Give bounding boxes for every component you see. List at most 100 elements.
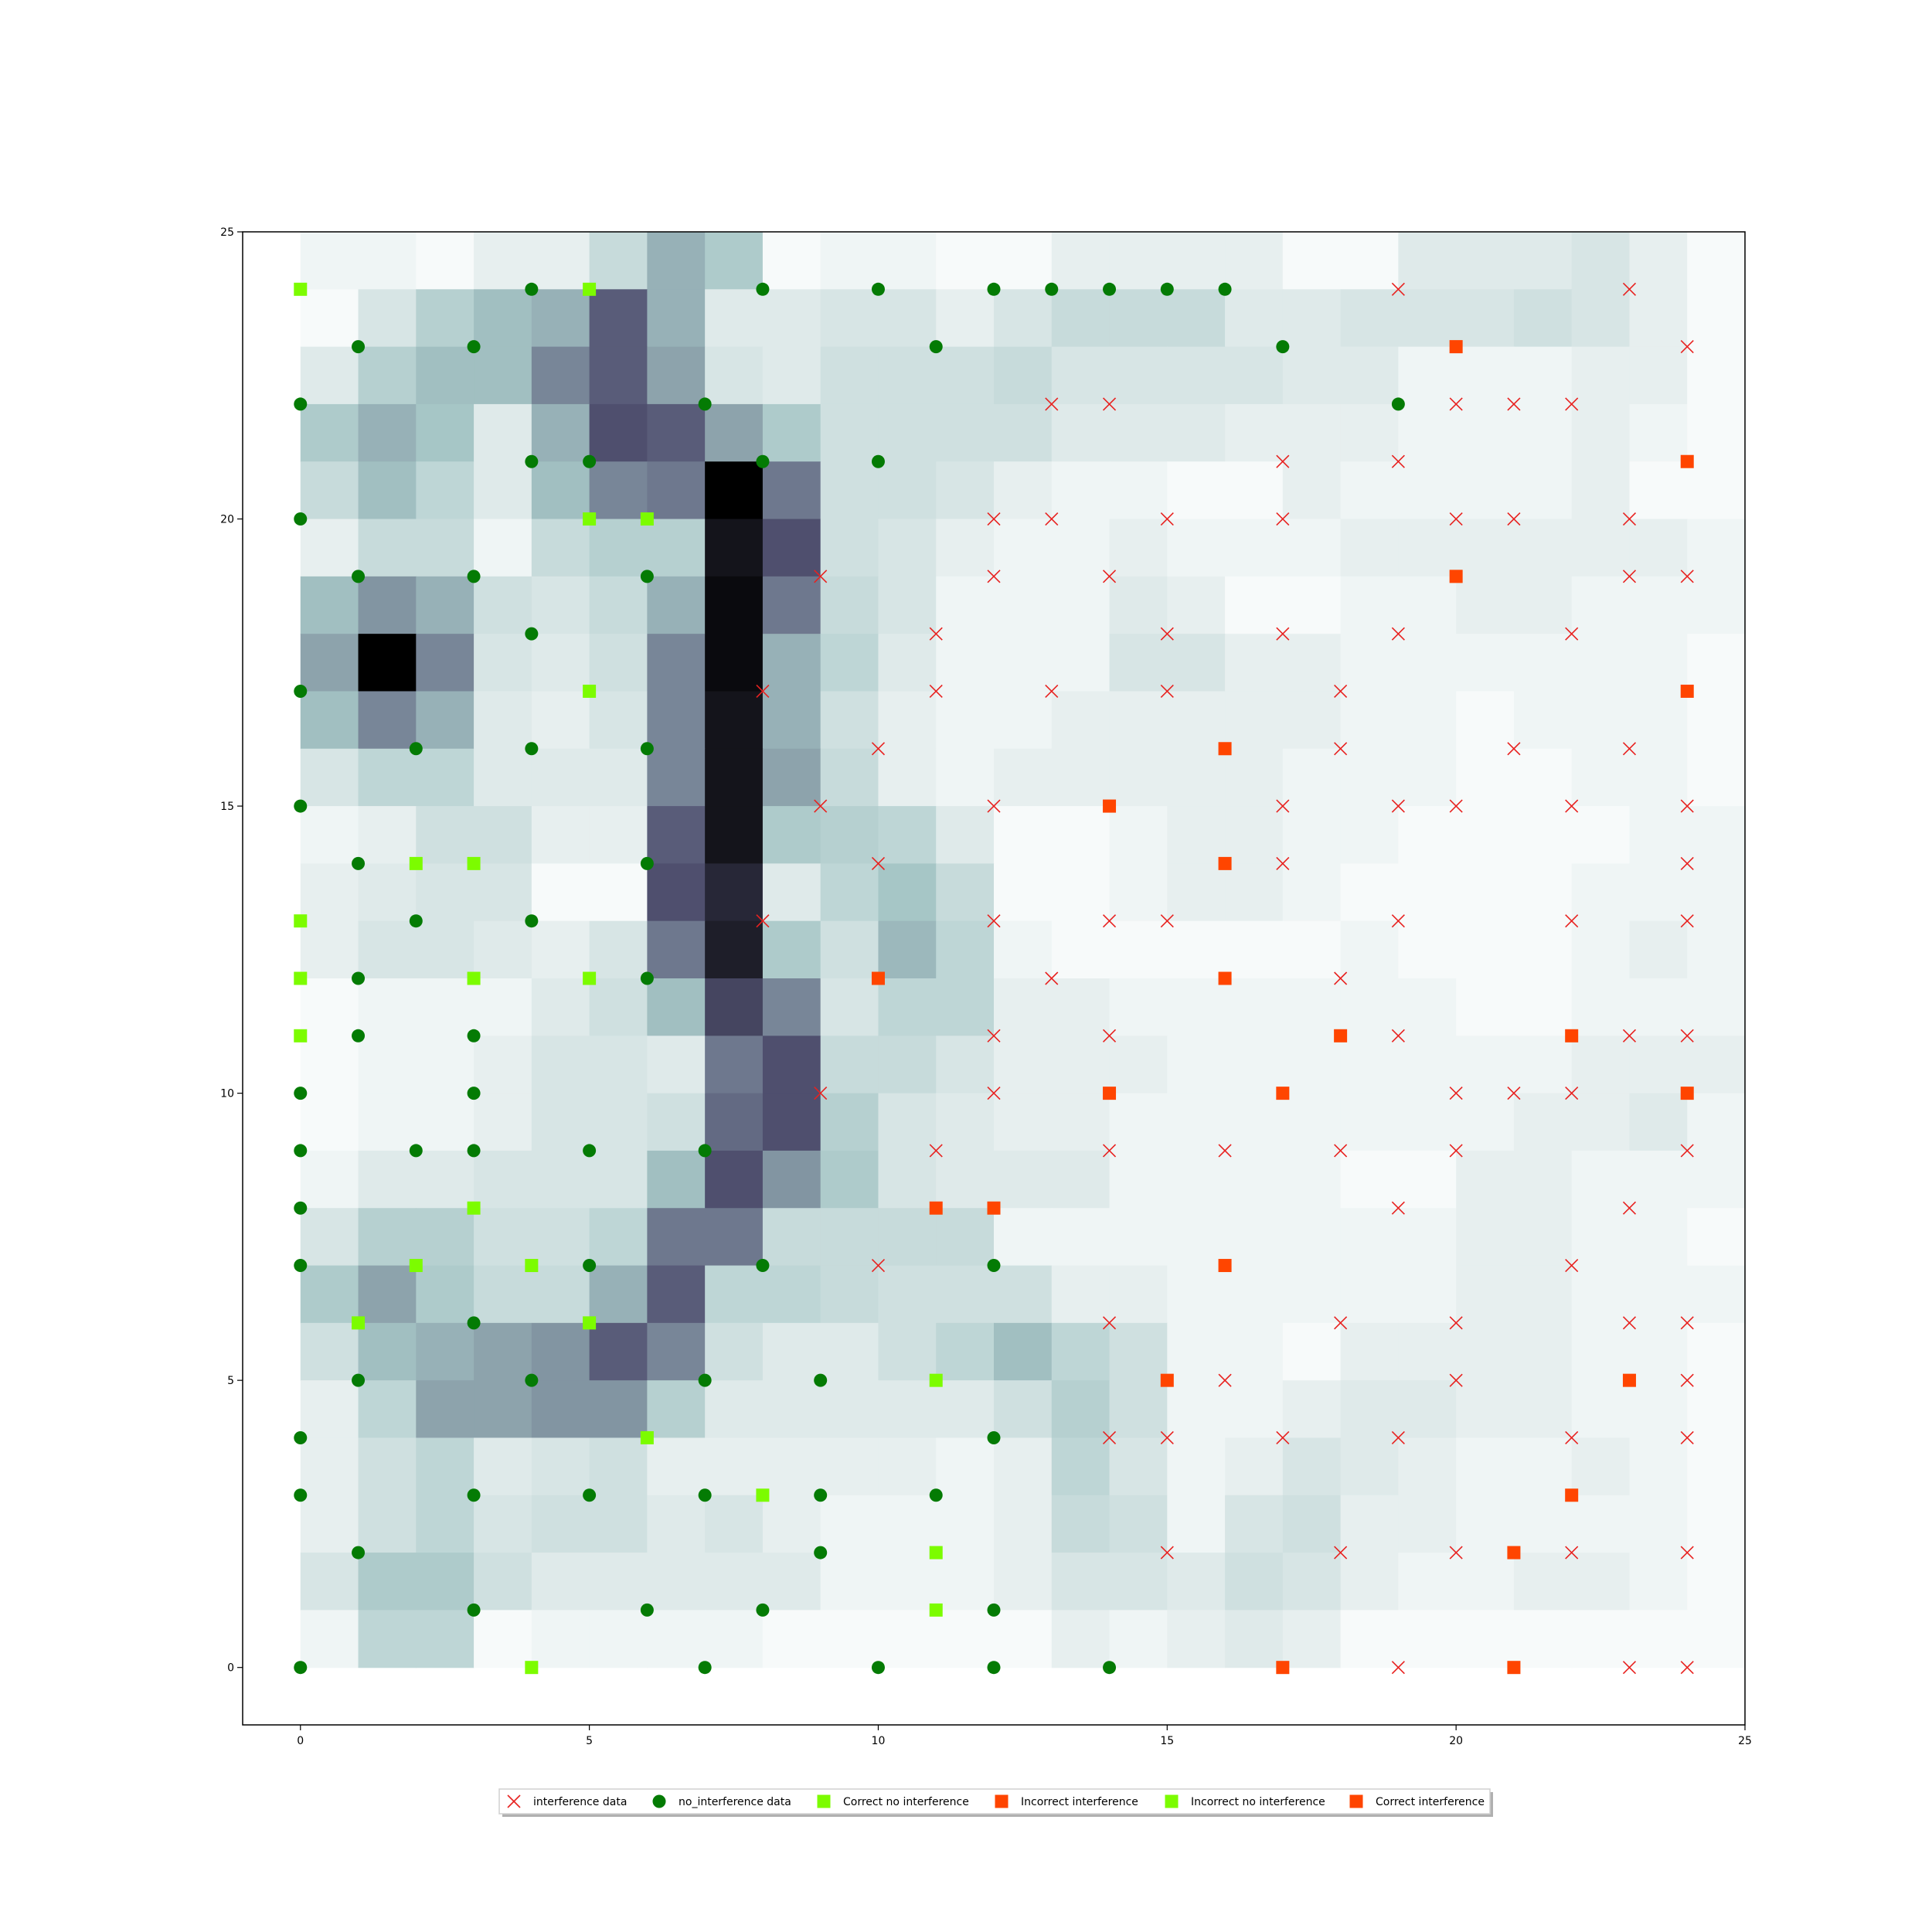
heatmap-cell bbox=[1167, 1322, 1226, 1381]
correct-interference-point bbox=[1507, 1661, 1521, 1675]
no-interference-data-point bbox=[814, 1488, 828, 1502]
heatmap-cell bbox=[1051, 1036, 1111, 1094]
interference-data-point-stroke bbox=[1565, 1546, 1579, 1560]
heatmap-cell bbox=[1456, 289, 1515, 348]
no-interference-data-point bbox=[1103, 282, 1117, 296]
interference-data-point bbox=[1507, 742, 1521, 756]
interference-data-point bbox=[1622, 570, 1637, 583]
heatmap-cell bbox=[1687, 634, 1746, 692]
heatmap-cell bbox=[1456, 978, 1515, 1036]
heatmap-cell bbox=[647, 863, 706, 922]
heatmap-cell bbox=[300, 920, 359, 979]
heatmap-cell bbox=[994, 403, 1053, 462]
no-interference-data-point bbox=[1276, 340, 1290, 354]
heatmap-cell bbox=[1629, 863, 1688, 922]
heatmap-cell bbox=[647, 1553, 706, 1611]
interference-data-point-stroke bbox=[1160, 512, 1174, 526]
heatmap-cell bbox=[647, 1036, 706, 1094]
heatmap-cell bbox=[358, 576, 417, 634]
heatmap-cell bbox=[1109, 576, 1168, 634]
heatmap-cell bbox=[936, 806, 995, 864]
heatmap-cell bbox=[1687, 1208, 1746, 1267]
interference-data-point-stroke bbox=[871, 1258, 886, 1273]
correct-interference-point bbox=[1276, 1087, 1290, 1100]
no-interference-data-point bbox=[814, 1373, 828, 1387]
heatmap-cell bbox=[1167, 748, 1226, 807]
heatmap-cell bbox=[1167, 576, 1226, 634]
legend-label: Correct interference bbox=[1376, 1796, 1485, 1808]
no-interference-data-point bbox=[698, 397, 712, 411]
heatmap-cell bbox=[1629, 1610, 1688, 1668]
interference-data-point bbox=[1565, 799, 1579, 813]
correct-interference-point bbox=[1218, 1259, 1232, 1273]
interference-data-point bbox=[1102, 397, 1117, 411]
heatmap-cell bbox=[762, 1553, 821, 1611]
interference-data-point-stroke bbox=[1276, 454, 1290, 468]
interference-data-point bbox=[1680, 1373, 1694, 1387]
interference-data-point-stroke bbox=[1045, 397, 1059, 411]
heatmap-cell bbox=[1398, 232, 1457, 290]
heatmap-cell bbox=[936, 691, 995, 750]
heatmap-cell bbox=[1225, 1265, 1284, 1324]
no-interference-data-point bbox=[294, 1488, 308, 1502]
heatmap-cell bbox=[994, 1150, 1053, 1209]
correct-no-interference-point bbox=[583, 684, 597, 698]
heatmap-cell bbox=[300, 1265, 359, 1324]
heatmap-cell bbox=[994, 1553, 1053, 1611]
legend-marker-stroke bbox=[507, 1794, 521, 1808]
correct-no-interference-point bbox=[929, 1373, 943, 1387]
heatmap-cell bbox=[474, 748, 532, 807]
heatmap-cell bbox=[1571, 346, 1631, 405]
heatmap-cell bbox=[994, 232, 1053, 290]
heatmap-cell bbox=[531, 519, 590, 577]
interference-data-point bbox=[1102, 914, 1117, 928]
interference-data-point-stroke bbox=[1449, 1316, 1463, 1330]
interference-data-point bbox=[1680, 1144, 1694, 1158]
heatmap-cell bbox=[531, 1093, 590, 1151]
no-interference-data-point bbox=[467, 1316, 481, 1330]
heatmap-cell bbox=[1513, 1265, 1573, 1324]
interference-data-point bbox=[929, 684, 943, 699]
heatmap-cell bbox=[994, 346, 1053, 405]
heatmap-cell bbox=[1282, 519, 1342, 577]
interference-data-point-stroke bbox=[1391, 627, 1405, 641]
interference-data-point-stroke bbox=[1045, 684, 1059, 699]
heatmap-cell bbox=[762, 1093, 821, 1151]
heatmap-cell bbox=[820, 1380, 879, 1439]
interference-data-point bbox=[1391, 1661, 1405, 1675]
heatmap-cell bbox=[589, 576, 648, 634]
heatmap-cell bbox=[1340, 576, 1399, 634]
heatmap-cell bbox=[416, 289, 474, 348]
heatmap-cell bbox=[1513, 1380, 1573, 1439]
heatmap-cell bbox=[878, 1093, 937, 1151]
heatmap-cell bbox=[1340, 346, 1399, 405]
heatmap-cell bbox=[1225, 232, 1284, 290]
heatmap-cell bbox=[416, 1150, 474, 1209]
heatmap-cell bbox=[358, 1610, 417, 1668]
heatmap-cell bbox=[1513, 806, 1573, 864]
heatmap-cell bbox=[1398, 403, 1457, 462]
heatmap-cell bbox=[1629, 1150, 1688, 1209]
interference-data-point bbox=[1276, 799, 1290, 813]
heatmap-cell bbox=[1513, 519, 1573, 577]
heatmap-cell bbox=[762, 403, 821, 462]
heatmap-cell bbox=[1282, 748, 1342, 807]
heatmap-cell bbox=[1513, 1610, 1573, 1668]
legend-label: Incorrect no interference bbox=[1191, 1796, 1325, 1808]
heatmap-cell bbox=[1687, 1380, 1746, 1439]
y-tick-label: 0 bbox=[227, 1662, 234, 1675]
interference-data-point-stroke bbox=[1045, 971, 1059, 985]
heatmap-cell bbox=[589, 1150, 648, 1209]
heatmap-cell bbox=[1513, 1495, 1573, 1553]
interference-data-point bbox=[1680, 340, 1694, 354]
heatmap-cell bbox=[416, 1495, 474, 1553]
interference-data-point-stroke bbox=[1622, 1316, 1637, 1330]
heatmap-cell bbox=[300, 634, 359, 692]
heatmap-cell bbox=[589, 1553, 648, 1611]
heatmap-cell bbox=[820, 1610, 879, 1668]
heatmap-cell bbox=[1571, 232, 1631, 290]
no-interference-data-point bbox=[929, 1488, 943, 1502]
interference-data-point-stroke bbox=[814, 1087, 828, 1100]
heatmap-cell bbox=[820, 232, 879, 290]
heatmap-cell bbox=[647, 978, 706, 1036]
